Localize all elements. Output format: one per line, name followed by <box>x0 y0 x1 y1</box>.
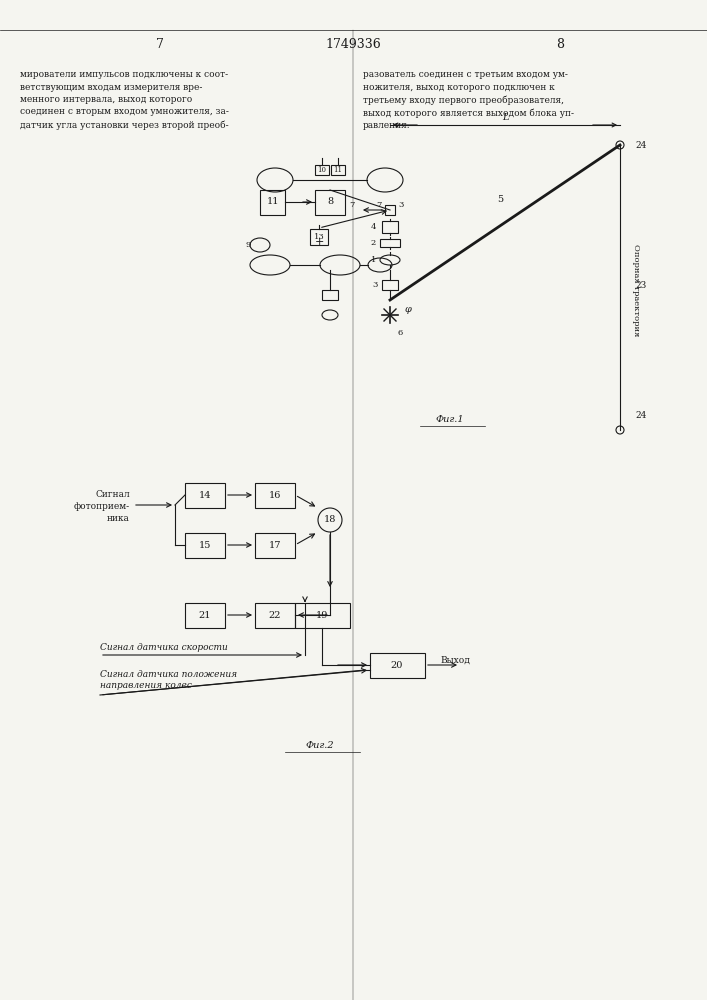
Text: 24: 24 <box>635 410 646 420</box>
Bar <box>385 205 395 215</box>
Text: разователь соединен с третьим входом ум-
ножителя, выход которого подключен к
тр: разователь соединен с третьим входом ум-… <box>363 70 574 130</box>
Text: Сигнал датчика скорости: Сигнал датчика скорости <box>100 644 228 652</box>
Text: 13: 13 <box>314 233 325 241</box>
Bar <box>295 602 350 628</box>
Text: 1: 1 <box>370 256 376 264</box>
Bar <box>370 652 425 678</box>
Text: 23: 23 <box>635 280 646 290</box>
Bar <box>382 280 398 290</box>
Text: 14: 14 <box>199 490 211 499</box>
Text: Фиг.1: Фиг.1 <box>436 416 464 424</box>
Text: 3: 3 <box>373 281 378 289</box>
Text: 7: 7 <box>377 201 382 209</box>
Text: L: L <box>502 112 508 121</box>
Text: 8: 8 <box>327 198 333 207</box>
Text: 15: 15 <box>199 540 211 550</box>
Text: 20: 20 <box>391 660 403 670</box>
Bar <box>331 165 345 175</box>
Bar <box>310 229 328 245</box>
Text: 2: 2 <box>370 239 376 247</box>
Text: φ: φ <box>405 306 412 314</box>
Text: 11: 11 <box>267 198 279 207</box>
Text: 24: 24 <box>635 140 646 149</box>
Text: Выход: Выход <box>440 656 470 664</box>
Text: Фиг.2: Фиг.2 <box>305 740 334 750</box>
Text: +: + <box>315 237 324 247</box>
Text: 16: 16 <box>269 490 281 499</box>
Bar <box>382 221 398 233</box>
Bar <box>185 483 225 508</box>
Text: 4: 4 <box>370 223 376 231</box>
Bar <box>380 239 400 247</box>
Text: 7: 7 <box>350 201 355 209</box>
Text: Сигнал датчика положения
направления колес: Сигнал датчика положения направления кол… <box>100 670 237 690</box>
Bar <box>255 532 295 558</box>
Bar <box>315 190 345 215</box>
Text: Сигнал
фотоприем-
ника: Сигнал фотоприем- ника <box>74 490 130 523</box>
Text: 7: 7 <box>156 38 164 51</box>
Bar <box>322 290 338 300</box>
Text: 8: 8 <box>556 38 564 51</box>
Bar <box>260 190 285 215</box>
Text: 21: 21 <box>199 610 211 619</box>
Text: 1749336: 1749336 <box>325 38 381 51</box>
Text: 11: 11 <box>334 166 342 174</box>
Text: мирователи импульсов подключены к соот-
ветствующим входам измерителя вре-
менно: мирователи импульсов подключены к соот- … <box>20 70 229 130</box>
Bar <box>255 483 295 508</box>
Bar <box>315 165 329 175</box>
Text: 6: 6 <box>398 329 403 337</box>
Bar <box>255 602 295 628</box>
Text: 5: 5 <box>497 196 503 205</box>
Text: 17: 17 <box>269 540 281 550</box>
Bar <box>185 602 225 628</box>
Text: 18: 18 <box>324 516 337 524</box>
Text: Опорная траектория: Опорная траектория <box>632 244 640 336</box>
Text: 22: 22 <box>269 610 281 619</box>
Text: 19: 19 <box>316 610 328 619</box>
Text: 9: 9 <box>245 241 251 249</box>
Text: 10: 10 <box>317 166 327 174</box>
Text: 3: 3 <box>398 201 404 209</box>
Bar <box>185 532 225 558</box>
